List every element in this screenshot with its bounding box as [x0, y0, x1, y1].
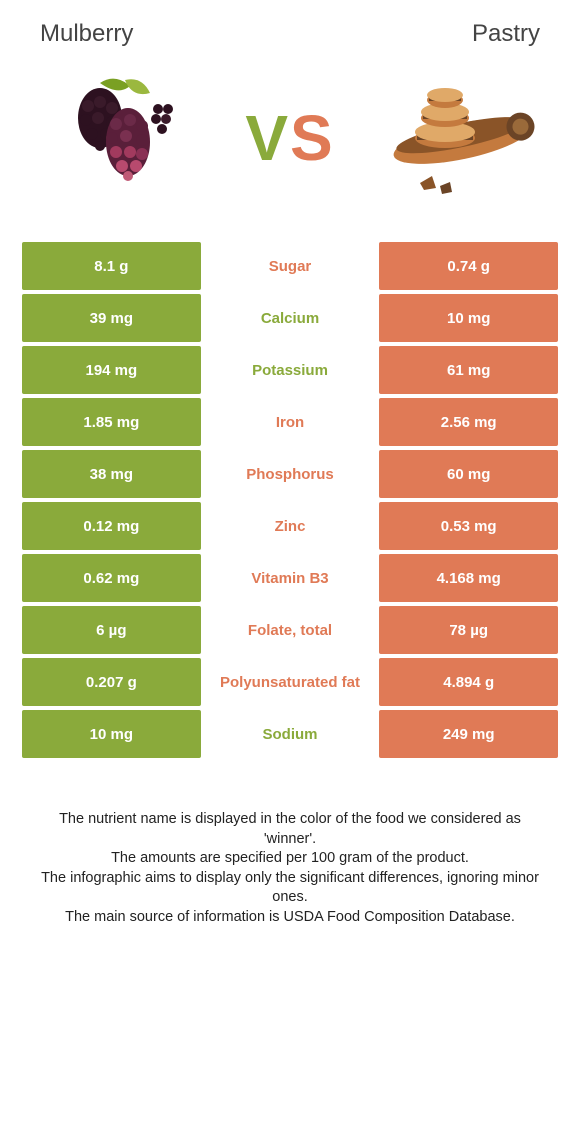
table-row: 0.62 mgVitamin B34.168 mg	[22, 554, 558, 602]
footer-notes: The nutrient name is displayed in the co…	[0, 762, 580, 947]
right-value: 4.894 g	[379, 658, 558, 706]
nutrient-label: Iron	[201, 398, 380, 446]
table-row: 1.85 mgIron2.56 mg	[22, 398, 558, 446]
pastry-image	[380, 68, 550, 208]
hero-row: VS	[0, 58, 580, 238]
footer-line-4: The main source of information is USDA F…	[32, 908, 548, 928]
comparison-table: 8.1 gSugar0.74 g39 mgCalcium10 mg194 mgP…	[0, 242, 580, 758]
left-value: 39 mg	[22, 294, 201, 342]
footer-line-2: The amounts are specified per 100 gram o…	[32, 849, 548, 869]
vs-s: S	[290, 102, 335, 174]
left-value: 0.12 mg	[22, 502, 201, 550]
vs-v: V	[245, 102, 290, 174]
left-value: 10 mg	[22, 710, 201, 758]
footer-line-1: The nutrient name is displayed in the co…	[32, 810, 548, 849]
nutrient-label: Sugar	[201, 242, 380, 290]
right-food-title: Pastry	[472, 20, 540, 48]
left-value: 0.62 mg	[22, 554, 201, 602]
left-value: 194 mg	[22, 346, 201, 394]
left-value: 8.1 g	[22, 242, 201, 290]
nutrient-label: Zinc	[201, 502, 380, 550]
table-row: 0.207 gPolyunsaturated fat4.894 g	[22, 658, 558, 706]
left-value: 6 µg	[22, 606, 201, 654]
right-value: 249 mg	[379, 710, 558, 758]
table-row: 0.12 mgZinc0.53 mg	[22, 502, 558, 550]
table-row: 38 mgPhosphorus60 mg	[22, 450, 558, 498]
mulberry-image	[30, 68, 200, 208]
header: Mulberry Pastry	[0, 0, 580, 58]
right-value: 2.56 mg	[379, 398, 558, 446]
right-value: 61 mg	[379, 346, 558, 394]
pastry-icon	[380, 68, 550, 208]
right-value: 10 mg	[379, 294, 558, 342]
table-row: 8.1 gSugar0.74 g	[22, 242, 558, 290]
footer-line-3: The infographic aims to display only the…	[32, 869, 548, 908]
right-value: 60 mg	[379, 450, 558, 498]
left-value: 0.207 g	[22, 658, 201, 706]
right-value: 4.168 mg	[379, 554, 558, 602]
nutrient-label: Folate, total	[201, 606, 380, 654]
vs-label: VS	[245, 101, 334, 175]
left-value: 1.85 mg	[22, 398, 201, 446]
table-row: 194 mgPotassium61 mg	[22, 346, 558, 394]
nutrient-label: Phosphorus	[201, 450, 380, 498]
table-row: 10 mgSodium249 mg	[22, 710, 558, 758]
nutrient-label: Polyunsaturated fat	[201, 658, 380, 706]
nutrient-label: Vitamin B3	[201, 554, 380, 602]
mulberry-icon	[30, 68, 200, 208]
left-value: 38 mg	[22, 450, 201, 498]
right-value: 78 µg	[379, 606, 558, 654]
nutrient-label: Calcium	[201, 294, 380, 342]
table-row: 39 mgCalcium10 mg	[22, 294, 558, 342]
nutrient-label: Potassium	[201, 346, 380, 394]
left-food-title: Mulberry	[40, 20, 133, 48]
right-value: 0.74 g	[379, 242, 558, 290]
table-row: 6 µgFolate, total78 µg	[22, 606, 558, 654]
right-value: 0.53 mg	[379, 502, 558, 550]
nutrient-label: Sodium	[201, 710, 380, 758]
